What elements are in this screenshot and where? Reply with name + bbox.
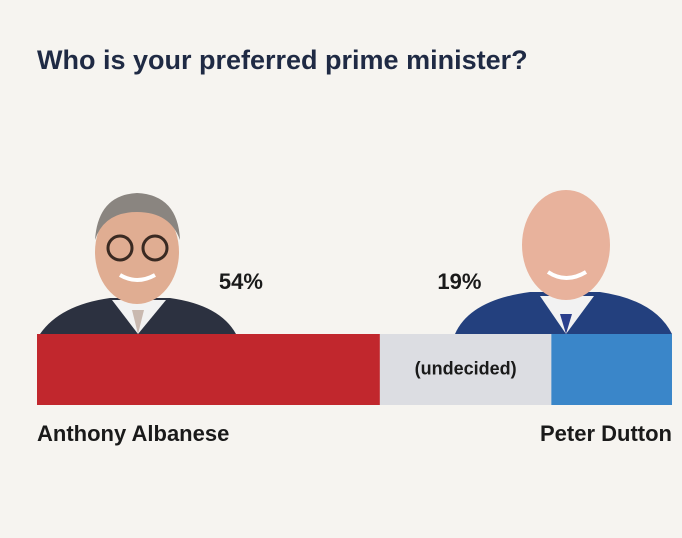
portrait-left [40, 193, 236, 334]
segment-label: (undecided) [415, 358, 517, 378]
legend-label: Anthony Albanese [37, 421, 229, 446]
bar-segment [37, 334, 380, 405]
value-label: 19% [437, 269, 481, 294]
bar-segment [551, 334, 672, 405]
portrait-right [455, 190, 672, 334]
legend-label: Peter Dutton [540, 421, 672, 446]
bar-segment [379, 334, 552, 405]
value-label: 54% [219, 269, 263, 294]
chart-title: Who is your preferred prime minister? [37, 45, 528, 75]
